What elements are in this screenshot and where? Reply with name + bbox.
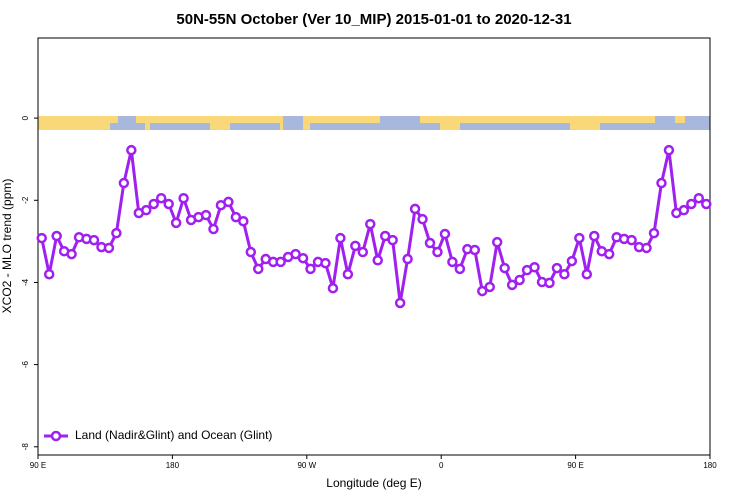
surface-band bbox=[38, 116, 710, 130]
y-tick-label: -4 bbox=[21, 278, 30, 286]
data-point bbox=[178, 192, 189, 204]
y-tick-label: -6 bbox=[21, 361, 30, 369]
data-point bbox=[200, 209, 212, 221]
data-point bbox=[589, 230, 600, 242]
legend: Land (Nadir&Glint) and Ocean (Glint) bbox=[44, 428, 272, 442]
legend-label: Land (Nadir&Glint) and Ocean (Glint) bbox=[75, 428, 272, 442]
data-point bbox=[141, 204, 152, 216]
data-point bbox=[439, 228, 451, 240]
data-point bbox=[297, 252, 309, 264]
data-point bbox=[686, 198, 697, 210]
data-point bbox=[379, 230, 391, 242]
data-point bbox=[402, 253, 413, 265]
data-point bbox=[357, 246, 369, 258]
data-point bbox=[111, 227, 122, 239]
data-point bbox=[327, 282, 339, 294]
data-point bbox=[648, 227, 660, 239]
data-point bbox=[484, 281, 495, 293]
data-point bbox=[245, 246, 257, 258]
data-point bbox=[693, 192, 705, 204]
data-point bbox=[566, 255, 578, 267]
data-point bbox=[305, 263, 316, 275]
chart-title: 50N-55N October (Ver 10_MIP) 2015-01-01 … bbox=[176, 11, 571, 28]
data-point bbox=[163, 198, 174, 210]
data-point bbox=[365, 218, 376, 230]
data-point bbox=[424, 237, 436, 249]
data-point bbox=[394, 297, 406, 309]
y-tick-label: -8 bbox=[21, 443, 30, 451]
data-point bbox=[238, 215, 249, 227]
data-point bbox=[253, 263, 264, 275]
data-point bbox=[529, 261, 540, 273]
data-point bbox=[626, 234, 637, 246]
x-tick-label: 180 bbox=[166, 461, 180, 470]
plot-frame bbox=[37, 37, 711, 456]
data-point bbox=[603, 248, 615, 260]
data-point bbox=[574, 232, 585, 244]
data-point bbox=[350, 240, 361, 252]
x-tick-label: 0 bbox=[439, 461, 444, 470]
data-point bbox=[559, 268, 570, 280]
data-point bbox=[275, 256, 286, 268]
x-tick-label: 90 E bbox=[30, 461, 46, 470]
data-point bbox=[499, 262, 510, 274]
data-point bbox=[118, 177, 130, 189]
data-point bbox=[581, 268, 593, 280]
x-tick-label: 90 E bbox=[567, 461, 583, 470]
data-point bbox=[223, 196, 234, 208]
data-point bbox=[701, 198, 712, 210]
data-point bbox=[36, 232, 47, 244]
y-tick-label: 0 bbox=[21, 115, 30, 120]
data-point bbox=[230, 211, 242, 223]
data-point bbox=[447, 256, 458, 268]
data-point bbox=[43, 268, 55, 280]
data-point bbox=[678, 204, 690, 216]
data-point bbox=[432, 246, 443, 258]
data-point bbox=[290, 248, 301, 260]
data-point bbox=[155, 192, 167, 204]
data-point bbox=[469, 244, 481, 256]
data-point bbox=[544, 277, 555, 289]
data-point bbox=[170, 217, 182, 229]
data-point bbox=[66, 248, 77, 260]
data-point bbox=[88, 234, 100, 246]
data-point bbox=[506, 279, 518, 291]
legend-marker bbox=[50, 430, 62, 442]
data-point bbox=[208, 223, 219, 235]
data-point bbox=[656, 177, 667, 189]
x-tick-label: 180 bbox=[703, 461, 717, 470]
data-point bbox=[335, 232, 346, 244]
data-point bbox=[641, 242, 652, 254]
y-axis-label: XCO2 - MLO trend (ppm) bbox=[0, 179, 14, 314]
data-point bbox=[103, 242, 115, 254]
data-point bbox=[663, 144, 675, 156]
y-tick-label: -2 bbox=[21, 196, 30, 204]
data-point bbox=[148, 198, 159, 210]
data-point bbox=[454, 263, 466, 275]
data-point bbox=[417, 213, 428, 225]
data-point bbox=[372, 255, 383, 266]
data-point bbox=[551, 262, 563, 274]
data-point bbox=[320, 257, 331, 269]
x-tick-label: 90 W bbox=[297, 461, 316, 470]
data-point bbox=[387, 234, 398, 246]
data-point bbox=[514, 274, 525, 286]
data-point bbox=[491, 236, 503, 248]
data-point bbox=[126, 144, 137, 156]
x-axis-label: Longitude (deg E) bbox=[326, 476, 421, 490]
data-point bbox=[409, 203, 421, 215]
data-point bbox=[477, 285, 488, 297]
data-point bbox=[51, 230, 62, 242]
data-point bbox=[342, 268, 354, 280]
